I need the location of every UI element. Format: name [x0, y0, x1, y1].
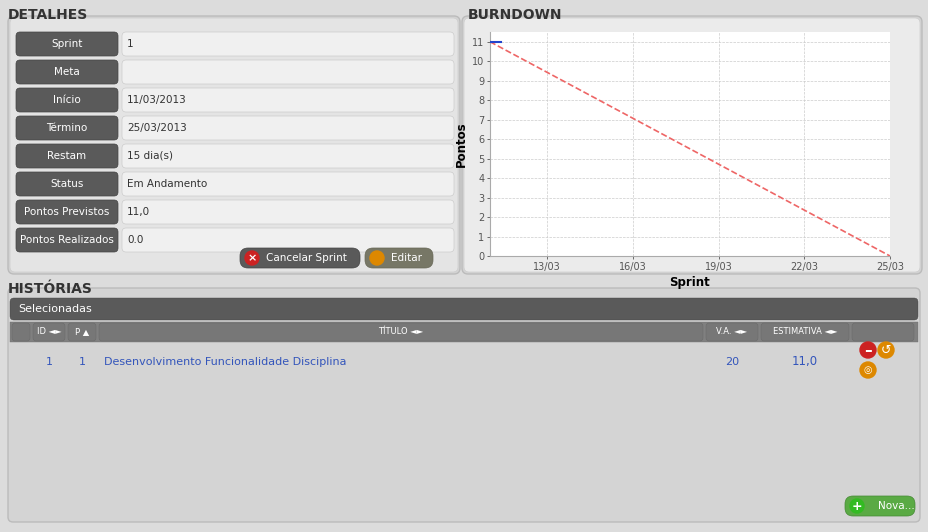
FancyBboxPatch shape	[705, 323, 757, 341]
Text: P ▲: P ▲	[75, 328, 89, 337]
FancyBboxPatch shape	[16, 88, 118, 112]
Circle shape	[369, 251, 383, 265]
Text: TÍTULO ◄►: TÍTULO ◄►	[378, 328, 423, 337]
FancyBboxPatch shape	[463, 18, 919, 272]
FancyBboxPatch shape	[851, 323, 913, 341]
Text: 1: 1	[45, 357, 53, 367]
Text: HISTÓRIAS: HISTÓRIAS	[8, 282, 93, 296]
Text: Desenvolvimento Funcionalidade Disciplina: Desenvolvimento Funcionalidade Disciplin…	[104, 357, 346, 367]
FancyBboxPatch shape	[8, 288, 919, 522]
Circle shape	[859, 342, 875, 358]
Text: BURNDOWN: BURNDOWN	[468, 8, 561, 22]
Text: 25/03/2013: 25/03/2013	[127, 123, 187, 133]
FancyBboxPatch shape	[122, 60, 454, 84]
Text: ID ◄►: ID ◄►	[36, 328, 61, 337]
FancyBboxPatch shape	[461, 16, 921, 274]
FancyBboxPatch shape	[122, 116, 454, 140]
Text: Início: Início	[53, 95, 81, 105]
Text: Sprint: Sprint	[51, 39, 83, 49]
Text: 11/03/2013: 11/03/2013	[127, 95, 187, 105]
Circle shape	[877, 342, 893, 358]
FancyBboxPatch shape	[16, 144, 118, 168]
Y-axis label: Pontos: Pontos	[455, 121, 468, 167]
Text: ×: ×	[247, 253, 256, 263]
Text: +: +	[851, 500, 861, 512]
FancyBboxPatch shape	[12, 323, 30, 341]
Text: ESTIMATIVA ◄►: ESTIMATIVA ◄►	[772, 328, 836, 337]
FancyBboxPatch shape	[16, 172, 118, 196]
FancyBboxPatch shape	[122, 32, 454, 56]
FancyBboxPatch shape	[10, 18, 458, 272]
Text: Pontos Previstos: Pontos Previstos	[24, 207, 110, 217]
FancyBboxPatch shape	[122, 144, 454, 168]
Text: ↺: ↺	[880, 344, 890, 356]
Bar	[10, 322, 917, 342]
FancyBboxPatch shape	[365, 248, 432, 268]
Text: V.A. ◄►: V.A. ◄►	[715, 328, 747, 337]
FancyBboxPatch shape	[16, 116, 118, 140]
Text: –: –	[863, 343, 871, 358]
Circle shape	[849, 499, 863, 513]
FancyBboxPatch shape	[239, 248, 360, 268]
Text: Em Andamento: Em Andamento	[127, 179, 207, 189]
FancyBboxPatch shape	[68, 323, 96, 341]
Text: 20: 20	[724, 357, 739, 367]
Circle shape	[245, 251, 259, 265]
Text: 1: 1	[127, 39, 134, 49]
X-axis label: Sprint: Sprint	[669, 276, 710, 289]
FancyBboxPatch shape	[122, 228, 454, 252]
Text: Selecionadas: Selecionadas	[18, 304, 92, 314]
FancyBboxPatch shape	[122, 88, 454, 112]
FancyBboxPatch shape	[16, 32, 118, 56]
FancyBboxPatch shape	[16, 60, 118, 84]
Text: Término: Término	[46, 123, 87, 133]
Text: ◎: ◎	[863, 365, 871, 375]
Text: Nova...: Nova...	[877, 501, 914, 511]
Text: Cancelar Sprint: Cancelar Sprint	[265, 253, 346, 263]
Text: 1: 1	[78, 357, 85, 367]
Text: Pontos Realizados: Pontos Realizados	[20, 235, 114, 245]
FancyBboxPatch shape	[16, 200, 118, 224]
Text: Meta: Meta	[54, 67, 80, 77]
Text: 15 dia(s): 15 dia(s)	[127, 151, 173, 161]
Text: DETALHES: DETALHES	[8, 8, 88, 22]
Text: Editar: Editar	[391, 253, 422, 263]
Text: Status: Status	[50, 179, 84, 189]
FancyBboxPatch shape	[10, 298, 917, 320]
FancyBboxPatch shape	[99, 323, 702, 341]
Text: 11,0: 11,0	[127, 207, 150, 217]
Circle shape	[859, 362, 875, 378]
FancyBboxPatch shape	[844, 496, 914, 516]
Text: 0.0: 0.0	[127, 235, 143, 245]
Text: Restam: Restam	[47, 151, 86, 161]
FancyBboxPatch shape	[33, 323, 65, 341]
FancyBboxPatch shape	[122, 172, 454, 196]
FancyBboxPatch shape	[122, 200, 454, 224]
FancyBboxPatch shape	[8, 16, 459, 274]
FancyBboxPatch shape	[760, 323, 848, 341]
FancyBboxPatch shape	[16, 228, 118, 252]
Text: 11,0: 11,0	[791, 355, 818, 369]
